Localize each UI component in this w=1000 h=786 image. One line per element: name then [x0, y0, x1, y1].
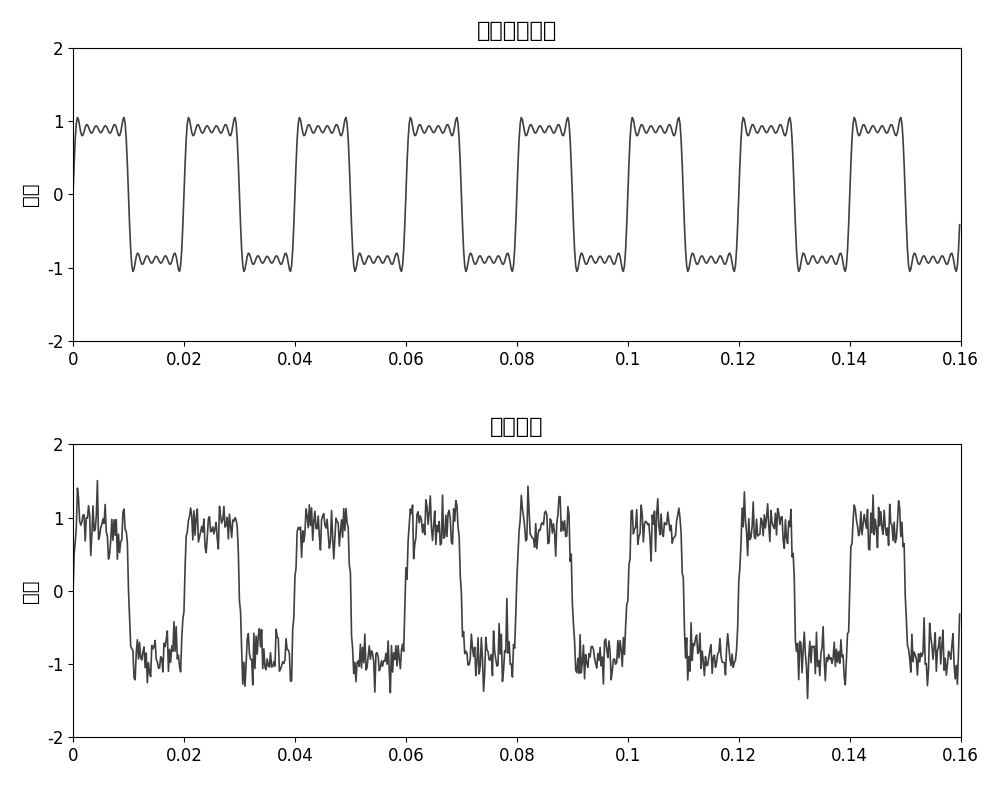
Y-axis label: 幅値: 幅値: [21, 182, 40, 206]
Y-axis label: 幅値: 幅値: [21, 579, 40, 603]
Title: 谐波扰动信号: 谐波扰动信号: [477, 21, 557, 41]
Title: 染噪信号: 染噪信号: [490, 417, 544, 437]
